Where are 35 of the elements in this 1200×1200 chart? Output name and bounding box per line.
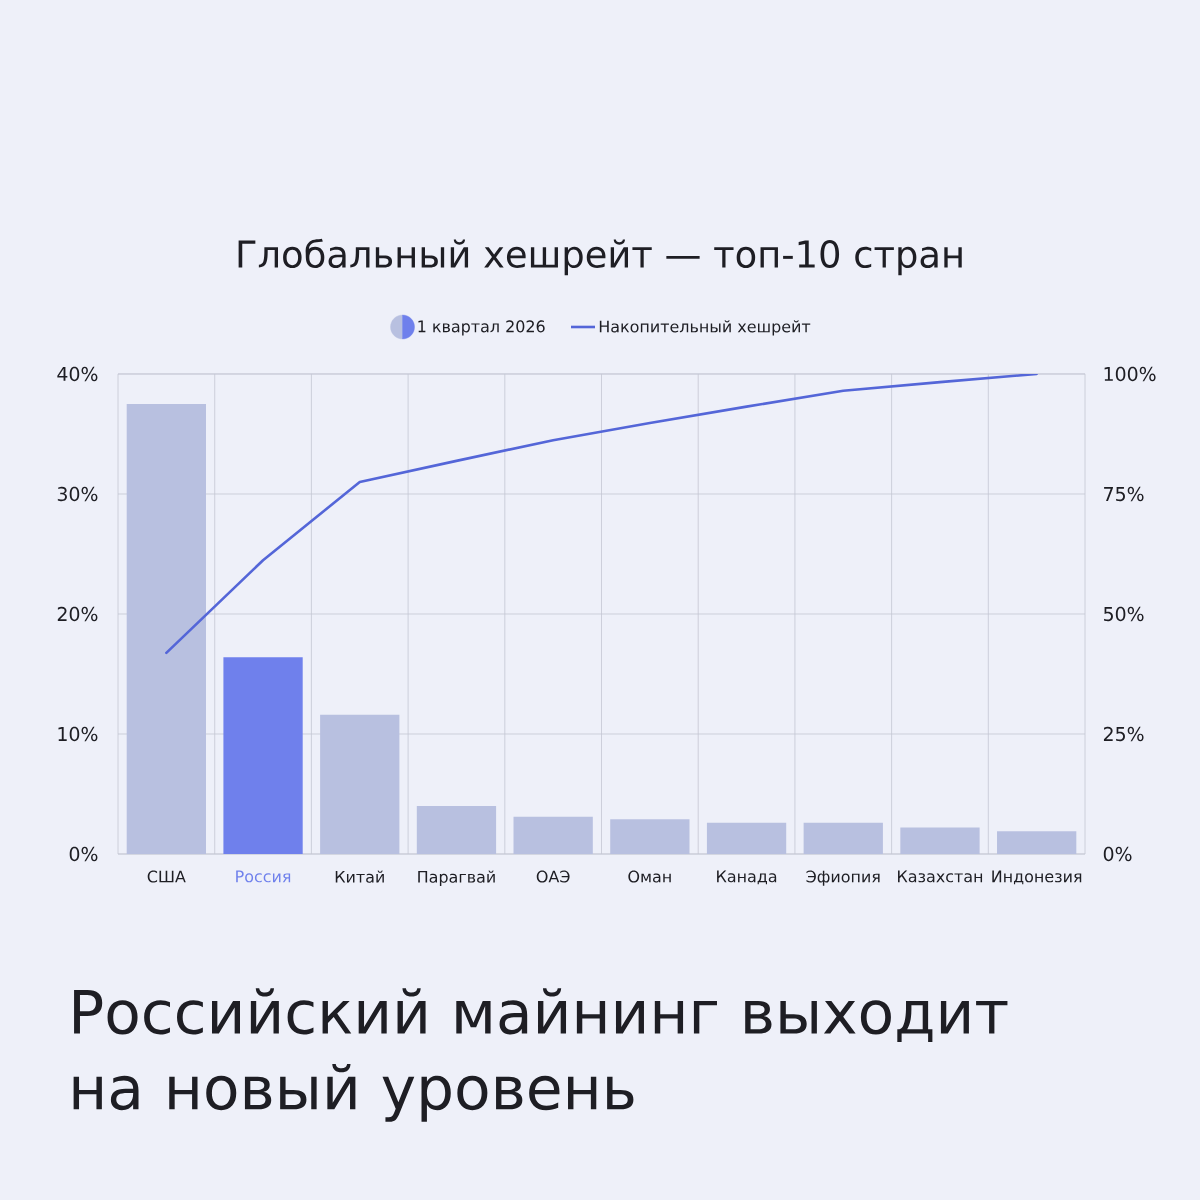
bar [706, 822, 787, 854]
bar [320, 714, 400, 854]
bar [900, 827, 980, 854]
y2-tick-label: 100% [1104, 366, 1156, 382]
bar [126, 403, 206, 854]
bar [513, 816, 593, 854]
x-tick-label: Казахстан [898, 870, 983, 883]
legend-label: Накопительный хешрейт [599, 320, 811, 336]
line-series [165, 373, 1038, 655]
bar [223, 657, 303, 854]
y2-tick-label: 0% [1103, 846, 1132, 862]
x-tick-label: Эфиопия [806, 870, 880, 886]
bar [997, 831, 1077, 854]
y-tick-label: 0% [69, 846, 98, 862]
x-tick-label: Индонезия [992, 870, 1082, 885]
y-tick-label: 10% [58, 726, 98, 742]
x-tick-label: Китай [335, 870, 384, 883]
legend-label: 1 квартал 2026 [418, 320, 545, 336]
y-tick-label: 40% [57, 366, 98, 382]
y2-tick-label: 50% [1104, 606, 1144, 622]
y2-tick-label: 75% [1104, 486, 1144, 502]
y-tick-label: 30% [57, 486, 98, 502]
chart-title: Глобальный хешрейт — топ-10 стран [238, 238, 962, 276]
y2-tick-label: 25% [1103, 726, 1144, 742]
x-tick-label: ОАЭ [536, 870, 570, 883]
x-tick-label: США [147, 870, 186, 883]
x-tick-label: Парагвай [418, 870, 495, 886]
bar [803, 822, 883, 854]
x-tick-label: Канада [717, 870, 777, 885]
text: Российский майнинг выходит на новый уровень [73, 988, 1008, 1122]
x-tick-label: Оман [628, 870, 671, 883]
bar [610, 819, 690, 854]
x-tick-label: Россия [236, 870, 291, 883]
bar [416, 805, 497, 854]
y-tick-label: 20% [57, 606, 98, 622]
